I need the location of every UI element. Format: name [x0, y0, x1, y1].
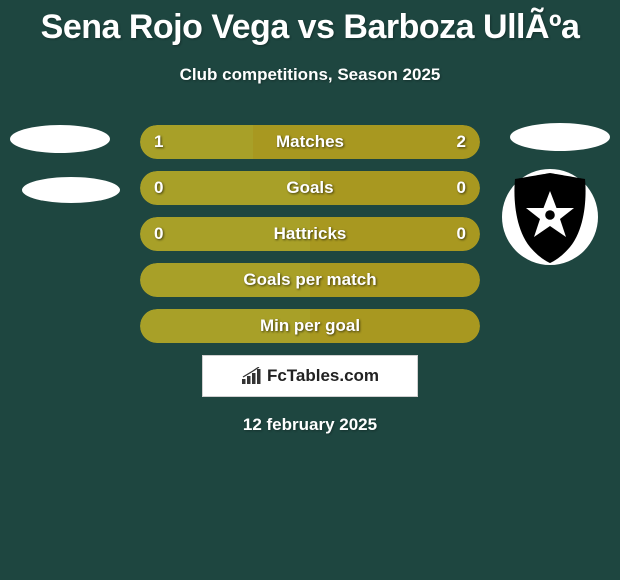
- stat-label: Min per goal: [260, 316, 360, 336]
- stat-row: Goals 0 0: [140, 171, 480, 205]
- page-title: Sena Rojo Vega vs Barboza UllÃºa: [0, 8, 620, 47]
- stat-row: Hattricks 0 0: [140, 217, 480, 251]
- stat-label: Goals per match: [243, 270, 376, 290]
- chart-icon: [241, 367, 263, 385]
- subtitle: Club competitions, Season 2025: [0, 65, 620, 85]
- team1-ellipse-2: [22, 177, 120, 203]
- stat-value-left: 1: [154, 132, 163, 152]
- stat-row: Matches 1 2: [140, 125, 480, 159]
- stat-value-left: 0: [154, 178, 163, 198]
- stat-value-right: 0: [457, 178, 466, 198]
- date: 12 february 2025: [0, 415, 620, 435]
- team2-badge: [500, 167, 600, 267]
- team1-ellipse-1: [10, 125, 110, 153]
- stat-label: Hattricks: [274, 224, 347, 244]
- stats-wrapper: Matches 1 2 Goals 0 0 Hattricks 0 0 Goals per mat…: [0, 125, 620, 343]
- stat-row: Min per goal: [140, 309, 480, 343]
- team2-ellipse: [510, 123, 610, 151]
- stat-value-right: 2: [457, 132, 466, 152]
- comparison-container: Sena Rojo Vega vs Barboza UllÃºa Club co…: [0, 0, 620, 435]
- stat-value-right: 0: [457, 224, 466, 244]
- stat-label: Matches: [276, 132, 344, 152]
- stat-label: Goals: [286, 178, 333, 198]
- stat-bar-right-fill: [310, 171, 480, 205]
- stat-value-left: 0: [154, 224, 163, 244]
- watermark-text: FcTables.com: [267, 366, 379, 386]
- watermark-box: FcTables.com: [202, 355, 418, 397]
- stat-bar-left-fill: [140, 171, 310, 205]
- stat-row: Goals per match: [140, 263, 480, 297]
